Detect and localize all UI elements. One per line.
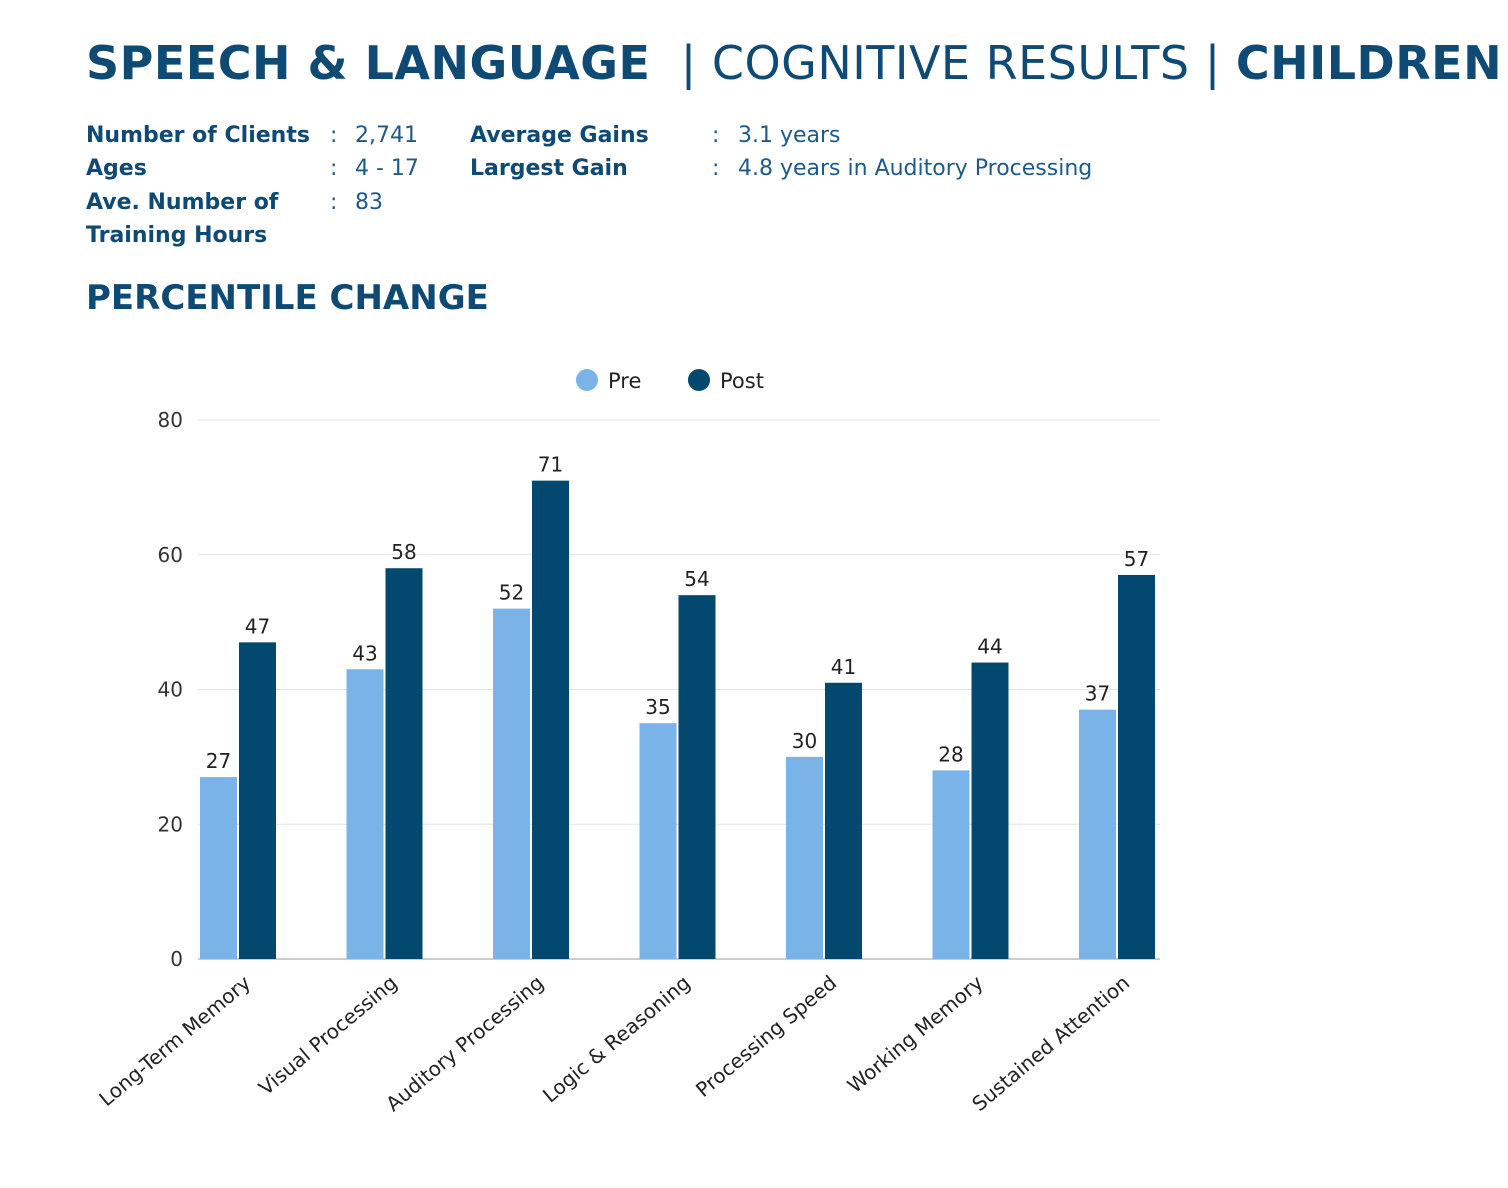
legend-label: Pre bbox=[608, 369, 641, 393]
y-tick-label: 40 bbox=[158, 678, 183, 702]
bar-pre bbox=[346, 669, 384, 959]
stat-separator: : bbox=[712, 123, 720, 148]
y-tick-label: 80 bbox=[158, 408, 183, 432]
bar-pre bbox=[200, 777, 237, 959]
data-label: 71 bbox=[538, 453, 563, 477]
stat-value: 2,741 bbox=[355, 123, 418, 148]
data-label: 52 bbox=[499, 581, 524, 605]
x-tick-label: Visual Processing bbox=[254, 970, 402, 1100]
data-label: 37 bbox=[1085, 682, 1110, 706]
data-label: 43 bbox=[352, 641, 377, 665]
stat-separator: : bbox=[330, 156, 338, 181]
data-label: 58 bbox=[391, 540, 416, 564]
section-title: PERCENTILE CHANGE bbox=[86, 278, 489, 318]
stat-value: 4.8 years in Auditory Processing bbox=[738, 156, 1093, 181]
x-tick-label: Processing Speed bbox=[691, 970, 841, 1101]
bar-post bbox=[678, 595, 716, 959]
data-label: 30 bbox=[792, 729, 817, 753]
bar-post bbox=[385, 568, 423, 959]
data-label: 44 bbox=[977, 635, 1002, 659]
y-tick-label: 60 bbox=[158, 543, 183, 567]
stat-label: Number of Clients bbox=[86, 123, 310, 148]
y-tick-label: 20 bbox=[158, 812, 183, 836]
bar-pre bbox=[932, 770, 970, 959]
stat-label: Training Hours bbox=[86, 223, 268, 248]
data-label: 28 bbox=[938, 742, 963, 766]
stat-separator: : bbox=[330, 190, 338, 215]
bar-pre bbox=[786, 756, 823, 959]
legend-marker-post bbox=[688, 369, 710, 391]
x-tick-label: Auditory Processing bbox=[381, 970, 548, 1116]
data-label: 54 bbox=[684, 567, 709, 591]
x-tick-label: Logic & Reasoning bbox=[538, 970, 695, 1107]
stat-label: Ages bbox=[86, 156, 147, 181]
stat-label: Average Gains bbox=[470, 123, 649, 148]
bar-post bbox=[971, 662, 1009, 959]
legend-marker-pre bbox=[576, 369, 598, 391]
title-middle: | COGNITIVE RESULTS | bbox=[680, 36, 1221, 90]
stat-value: 83 bbox=[355, 190, 383, 215]
stat-value: 3.1 years bbox=[738, 123, 841, 148]
title-main: SPEECH & LANGUAGE bbox=[86, 36, 651, 90]
x-tick-label: Long-Term Memory bbox=[94, 970, 255, 1111]
legend-label: Post bbox=[720, 369, 764, 393]
bar-pre bbox=[493, 608, 530, 959]
stat-label: Ave. Number of bbox=[86, 190, 279, 215]
bar-post bbox=[239, 642, 276, 959]
data-label: 27 bbox=[206, 749, 231, 773]
stat-separator: : bbox=[330, 123, 338, 148]
bar-pre bbox=[639, 723, 677, 959]
x-tick-label: Working Memory bbox=[843, 970, 988, 1097]
stat-separator: : bbox=[712, 156, 720, 181]
y-tick-label: 0 bbox=[170, 947, 183, 971]
page-title: SPEECH & LANGUAGE | COGNITIVE RESULTS | … bbox=[86, 36, 1502, 90]
data-label: 35 bbox=[645, 695, 670, 719]
data-label: 57 bbox=[1124, 547, 1149, 571]
x-tick-label: Sustained Attention bbox=[967, 970, 1134, 1116]
bar-post bbox=[532, 480, 569, 959]
data-label: 47 bbox=[245, 614, 270, 638]
bar-post bbox=[1118, 574, 1155, 959]
data-label: 41 bbox=[831, 655, 856, 679]
bar-pre bbox=[1079, 709, 1116, 959]
stat-label: Largest Gain bbox=[470, 156, 628, 181]
title-audience: CHILDREN bbox=[1235, 36, 1503, 90]
bar-post bbox=[825, 682, 862, 959]
stat-value: 4 - 17 bbox=[355, 156, 419, 181]
